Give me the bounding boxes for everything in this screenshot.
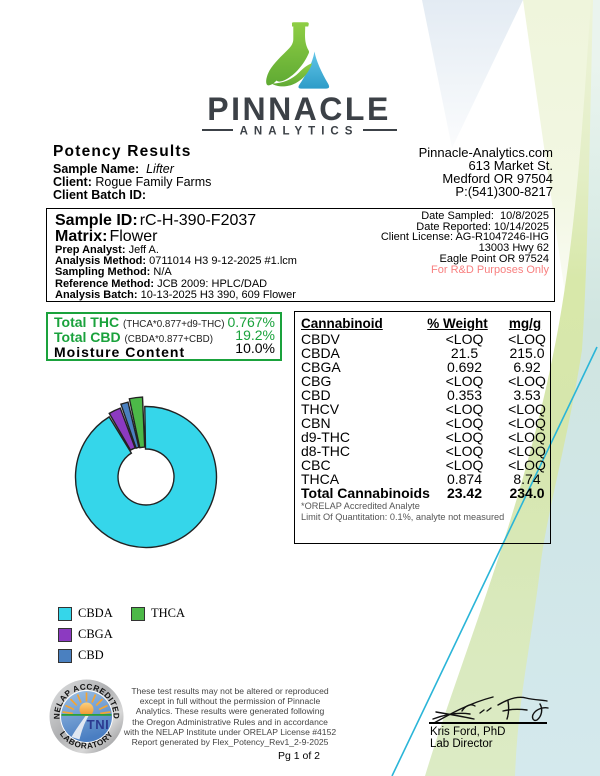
svg-text:TNI: TNI — [87, 717, 109, 732]
svg-text:PINNACLE: PINNACLE — [207, 91, 391, 127]
svg-text:ANALYTICS: ANALYTICS — [240, 126, 359, 138]
